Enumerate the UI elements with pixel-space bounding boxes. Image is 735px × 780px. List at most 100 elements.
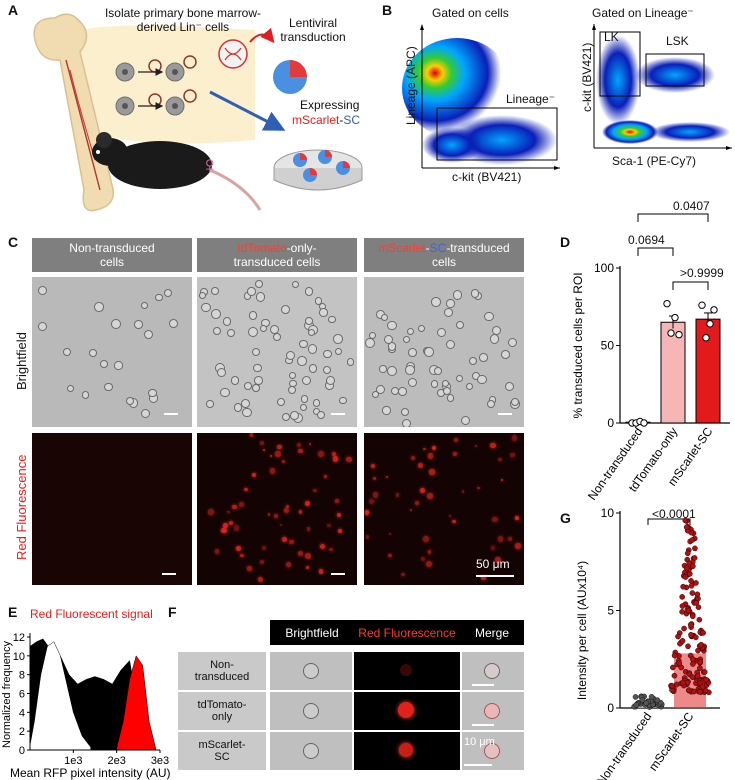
brightfield-cell	[382, 406, 391, 415]
fluorescent-cell	[515, 543, 522, 550]
d-y-tick-label: 50	[601, 339, 615, 353]
brightfield-cell	[508, 338, 518, 348]
brightfield-cell	[288, 371, 296, 380]
brightfield-cell	[423, 347, 434, 357]
b-right-ylabel: c-kit (BV421)	[580, 42, 594, 112]
isolate-text: Isolate primary bone marrow-derived Lin⁻…	[104, 6, 262, 34]
fluorescent-cell	[275, 451, 281, 458]
g-point	[689, 613, 696, 620]
brightfield-cell	[110, 319, 121, 330]
fluorescent-cell	[283, 508, 289, 514]
brightfield-cell	[476, 374, 487, 385]
g-point	[679, 638, 686, 644]
fluorescent-cell	[279, 523, 283, 527]
d-bracket-1	[637, 213, 709, 222]
c-red-non-transduced	[32, 433, 192, 585]
chart-e: 0 2 4 6 8 10 12 1e3 2e3 3e3 Normalized frequency Me…	[1, 632, 171, 780]
fluorescent-cell	[426, 561, 432, 568]
brightfield-cell	[247, 287, 256, 296]
brightfield-cell	[212, 327, 221, 336]
fluorescent-cell	[511, 435, 518, 441]
chart-g: 0 5 10 Intensity per cell (AUx10⁴) Non-trans…	[575, 506, 720, 780]
fluorescent-cell	[307, 527, 311, 531]
mscarlet-dash: -	[339, 113, 344, 127]
c-header-non-transduced: Non-transduced cells	[32, 238, 192, 272]
fluorescent-cell	[452, 519, 456, 524]
brightfield-cell	[141, 408, 151, 418]
e-y-tick-label: 4	[19, 707, 25, 719]
fluorescent-cell	[419, 487, 425, 493]
g-point	[679, 594, 685, 600]
fluorescent-cell	[452, 451, 457, 456]
fluorescent-cell	[304, 553, 311, 560]
d-point	[640, 419, 648, 427]
d-pval-3: >0.9999	[680, 266, 724, 280]
brightfield-cell	[66, 384, 74, 393]
brightfield-cell	[244, 381, 253, 390]
g-y-tick-label: 5	[607, 604, 614, 618]
brightfield-cell	[436, 328, 446, 338]
brightfield-cell	[241, 398, 251, 408]
g-point	[689, 590, 696, 596]
fluorescent-cell	[421, 556, 426, 562]
brightfield-cell	[216, 367, 226, 377]
brightfield-cell	[312, 399, 321, 407]
fluorescent-cell	[332, 452, 337, 457]
fluorescent-cell	[246, 565, 252, 571]
fluorescent-cell	[418, 463, 424, 469]
e-y-tick-label: 2	[19, 726, 25, 738]
fluorescent-cell	[415, 501, 419, 505]
g-point	[671, 652, 678, 659]
brightfield-cell	[37, 285, 48, 296]
fluorescent-cell	[368, 498, 375, 505]
g-point	[700, 630, 706, 636]
brightfield-cell	[126, 396, 135, 405]
fluorescent-cell	[338, 529, 343, 534]
mscarlet-sc-label: mScarlet-SC	[292, 113, 360, 127]
brightfield-cell	[339, 396, 347, 405]
panel-d-label: D	[560, 234, 571, 250]
brightfield-cell	[398, 387, 408, 397]
g-point	[648, 694, 655, 700]
g-point	[684, 550, 691, 557]
panel-a-illustration	[33, 13, 363, 212]
mscarlet-word: mScarlet	[292, 113, 340, 127]
brightfield-cell	[441, 379, 449, 387]
g-point	[669, 682, 675, 689]
brightfield-cell	[288, 386, 296, 395]
c-col3-rest: -transduced cells	[431, 241, 510, 269]
brightfield-cell	[455, 320, 464, 329]
fluorescent-cell	[490, 443, 496, 449]
flow-plot-left	[402, 24, 560, 170]
brightfield-cell	[201, 302, 211, 313]
lentiviral-text: Lentiviral transduction	[280, 16, 346, 44]
c-col3-text: mScarlet-SC-transduced cells	[374, 241, 514, 269]
fluorescent-cell	[335, 499, 340, 503]
fluorescent-cell	[269, 468, 275, 474]
f-row-label: mScarlet-SC	[198, 739, 246, 763]
brightfield-cell	[319, 308, 328, 317]
g-point	[671, 672, 678, 679]
g-x-tick-label: Non-transduced	[594, 710, 654, 780]
fluorescent-cell	[409, 508, 412, 511]
g-point	[690, 563, 696, 570]
brightfield-cell	[400, 408, 409, 417]
brightfield-cell	[346, 358, 355, 366]
brightfield-cell	[300, 395, 308, 403]
brightfield-cell	[211, 287, 220, 295]
scale-bar	[331, 413, 345, 415]
f-red-tile-1	[354, 652, 460, 690]
fluorescent-cell	[448, 515, 451, 518]
d-point	[671, 313, 679, 322]
g-point	[692, 545, 698, 552]
fluorescent-cell	[221, 528, 227, 534]
fluorescent-cell	[229, 521, 233, 526]
g-point	[696, 616, 703, 623]
brightfield-cell	[402, 336, 411, 344]
fluorescent-cell	[232, 504, 237, 510]
c-red-mscarlet: 50 μm	[364, 433, 524, 585]
fluorescent-cell	[269, 454, 273, 457]
brightfield-cell	[285, 350, 295, 360]
f-header-red: Red Fluorescence	[352, 620, 462, 645]
e-y-tick-label: 6	[19, 689, 25, 701]
